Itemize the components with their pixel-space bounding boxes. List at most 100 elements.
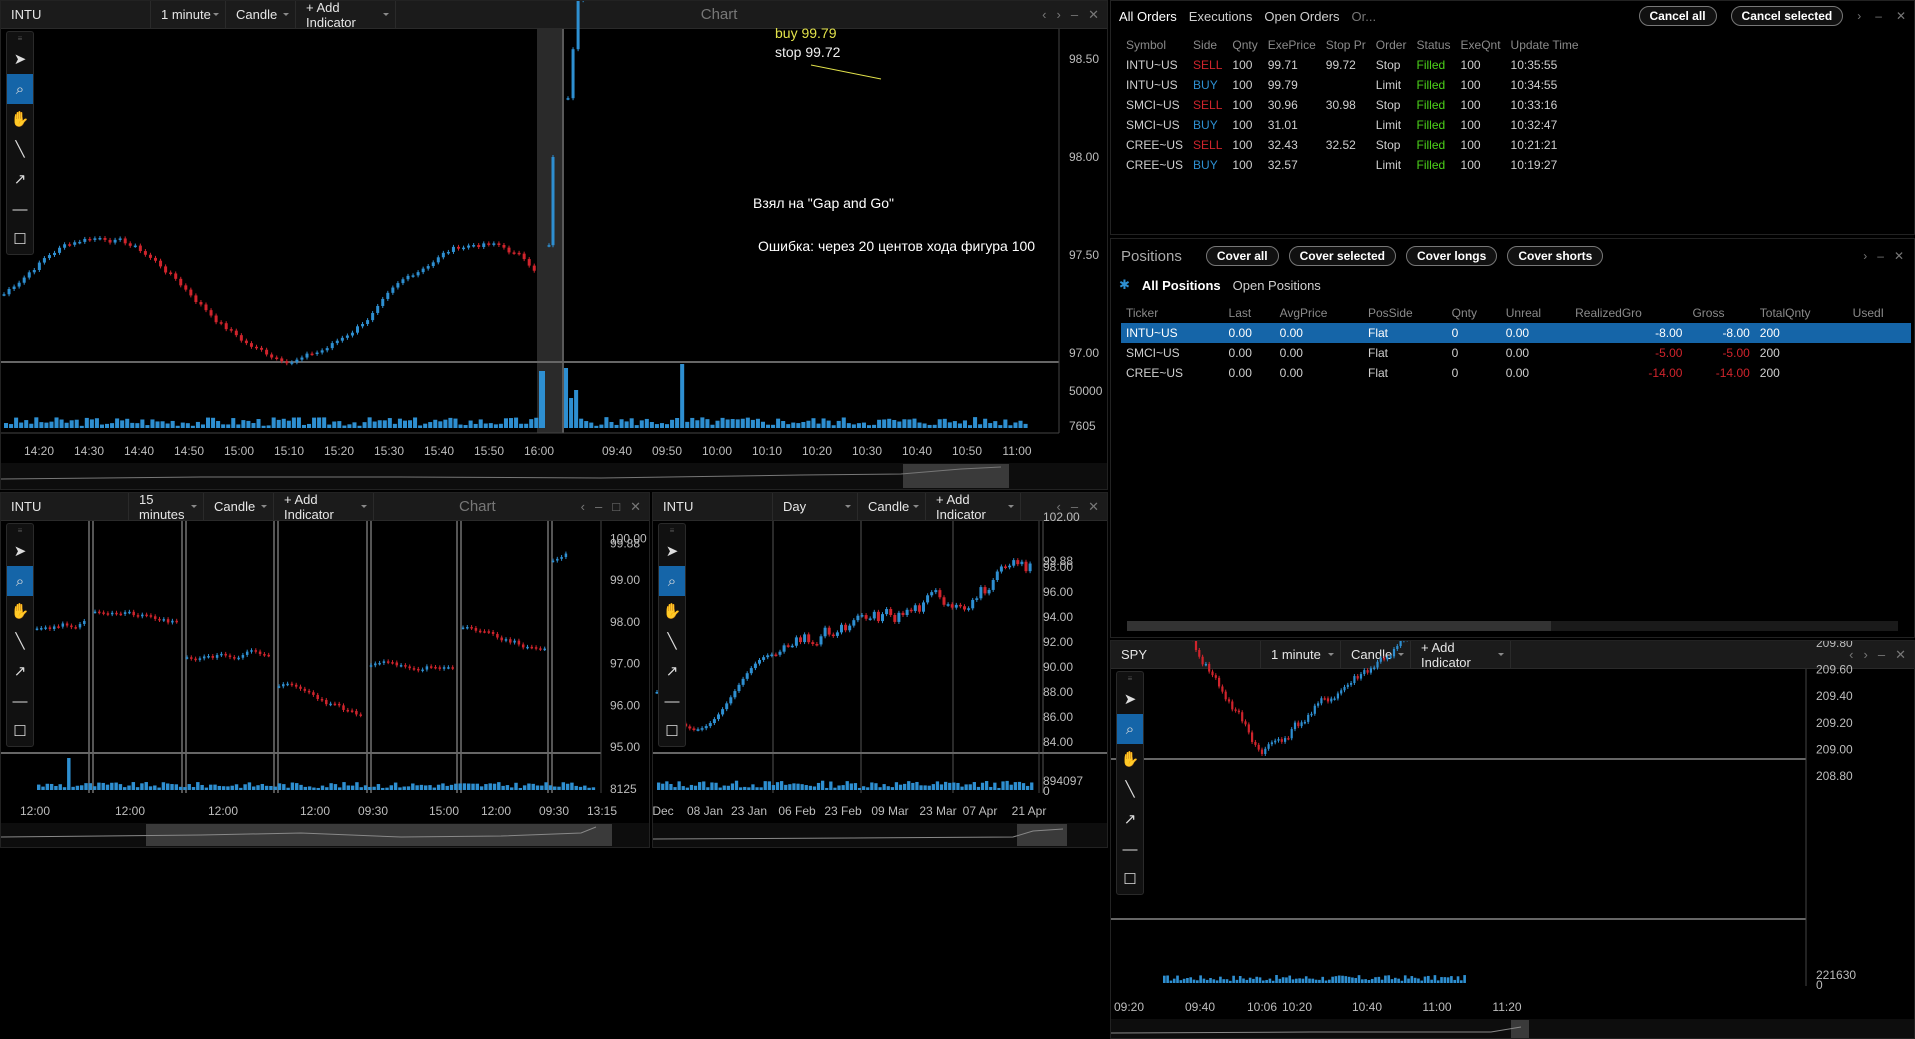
table-row[interactable]: CREE~US 0.00 0.00 Flat 0 0.00 -14.00 -14.00 200 <box>1121 363 1911 383</box>
add-indicator-button[interactable]: + Add Indicator <box>274 493 374 522</box>
arrow-tool-icon[interactable]: ↗ <box>1123 811 1137 828</box>
table-row[interactable]: INTU~US SELL 100 99.71 99.72 Stop Filled 100 10:… <box>1121 55 1584 75</box>
minimize-icon[interactable]: – <box>1070 498 1079 514</box>
close-icon[interactable]: ✕ <box>1895 646 1906 662</box>
chevron-right-icon[interactable]: › <box>1857 9 1862 23</box>
orders-col-header[interactable]: Update Time <box>1510 38 1579 52</box>
arrow-tool-icon[interactable]: ↗ <box>665 663 679 680</box>
spy-candle-chart[interactable]: 210.20210.00209.80209.60209.40209.20209.… <box>1111 641 1915 1039</box>
symbol-selector[interactable]: INTU <box>653 493 773 521</box>
chevron-left-icon[interactable]: ‹ <box>580 498 585 514</box>
symbol-selector[interactable]: SPY <box>1111 641 1261 669</box>
line-tool-icon[interactable]: ╲ <box>1125 781 1135 798</box>
chart-type-selector[interactable]: Candle <box>1341 641 1411 669</box>
tab-executions[interactable]: Executions <box>1188 8 1253 24</box>
chart-type-selector[interactable]: Candle <box>226 1 296 29</box>
pointer-icon[interactable]: ➤ <box>1123 691 1137 708</box>
maximize-icon[interactable]: □ <box>612 498 621 514</box>
positions-col-header[interactable]: Unreal <box>1505 306 1542 320</box>
symbol-selector[interactable]: INTU <box>1 1 151 29</box>
cover-longs-button[interactable]: Cover longs <box>1405 246 1498 266</box>
positions-col-header[interactable]: AvgPrice <box>1279 306 1328 320</box>
close-icon[interactable]: ✕ <box>1088 498 1099 514</box>
orders-col-header[interactable]: ExeQnt <box>1460 38 1501 52</box>
table-row[interactable]: CREE~US BUY 100 32.57 Limit Filled 100 10:19:27 <box>1121 155 1584 175</box>
table-row[interactable]: SMCI~US 0.00 0.00 Flat 0 0.00 -5.00 -5.00 200 <box>1121 343 1911 363</box>
close-icon[interactable]: ✕ <box>1893 249 1904 263</box>
hand-icon[interactable]: ✋ <box>10 603 30 620</box>
add-indicator-button[interactable]: + Add Indicator <box>296 1 396 30</box>
arrow-tool-icon[interactable]: ↗ <box>13 663 27 680</box>
hline-tool-icon[interactable]: — <box>12 692 28 710</box>
hline-tool-icon[interactable]: — <box>12 200 28 218</box>
orders-col-header[interactable]: Qnty <box>1232 38 1258 52</box>
interval-selector[interactable]: 1 minute <box>1261 641 1341 669</box>
rect-tool-icon[interactable]: ☐ <box>13 723 27 740</box>
minimize-icon[interactable]: – <box>1070 6 1079 22</box>
table-row[interactable]: INTU~US BUY 100 99.79 Limit Filled 100 10:34:55 <box>1121 75 1584 95</box>
line-tool-icon[interactable]: ╲ <box>15 141 25 158</box>
horizontal-scrollbar[interactable] <box>1127 621 1898 631</box>
tab-all-positions[interactable]: All Positions <box>1141 277 1221 293</box>
minimize-icon[interactable]: – <box>1877 646 1886 662</box>
chevron-right-icon[interactable]: › <box>1056 6 1061 22</box>
grip-icon[interactable]: ≡ <box>17 525 23 535</box>
rect-tool-icon[interactable]: ☐ <box>13 231 27 248</box>
cancel-selected-button[interactable]: Cancel selected <box>1730 6 1844 26</box>
table-row[interactable]: SMCI~US BUY 100 31.01 Limit Filled 100 10:32:47 <box>1121 115 1584 135</box>
close-icon[interactable]: ✕ <box>1895 9 1906 23</box>
cover-shorts-button[interactable]: Cover shorts <box>1507 246 1604 266</box>
rect-tool-icon[interactable]: ☐ <box>665 723 679 740</box>
hand-icon[interactable]: ✋ <box>662 603 682 620</box>
chart-type-selector[interactable]: Candle <box>204 493 274 521</box>
zoom-icon[interactable]: ⌕ <box>659 566 685 596</box>
pointer-icon[interactable]: ➤ <box>13 543 27 560</box>
chevron-left-icon[interactable]: ‹ <box>1042 6 1047 22</box>
zoom-icon[interactable]: ⌕ <box>7 74 33 104</box>
pointer-icon[interactable]: ➤ <box>13 51 27 68</box>
bm-candle-chart[interactable]: 102.00 98.00 96.00 94.00 92.00 90.00 88.00 86.0… <box>653 493 1108 848</box>
close-icon[interactable]: ✕ <box>1088 6 1099 22</box>
chevron-right-icon[interactable]: › <box>1863 646 1868 662</box>
line-tool-icon[interactable]: ╲ <box>667 633 677 650</box>
orders-col-header[interactable]: Status <box>1416 38 1451 52</box>
interval-selector[interactable]: Day <box>773 493 858 521</box>
positions-col-header[interactable]: Last <box>1228 306 1252 320</box>
positions-col-header[interactable]: UsedI <box>1852 306 1885 320</box>
arrow-tool-icon[interactable]: ↗ <box>13 171 27 188</box>
add-indicator-button[interactable]: + Add Indicator <box>926 493 1021 522</box>
rect-tool-icon[interactable]: ☐ <box>1123 871 1137 888</box>
chevron-left-icon[interactable]: ‹ <box>1849 646 1854 662</box>
add-indicator-button[interactable]: + Add Indicator <box>1411 641 1511 670</box>
table-row[interactable]: SMCI~US SELL 100 30.96 30.98 Stop Filled 100 10:… <box>1121 95 1584 115</box>
minimize-icon[interactable]: – <box>1875 9 1882 23</box>
interval-selector[interactable]: 1 minute <box>151 1 226 29</box>
grip-icon[interactable]: ≡ <box>17 33 23 43</box>
positions-col-header[interactable]: Qnty <box>1451 306 1478 320</box>
table-row[interactable]: INTU~US 0.00 0.00 Flat 0 0.00 -8.00 -8.00 200 <box>1121 323 1911 343</box>
minimize-icon[interactable]: – <box>1877 249 1884 263</box>
grip-icon[interactable]: ≡ <box>669 525 675 535</box>
hline-tool-icon[interactable]: — <box>1122 840 1138 858</box>
orders-col-header[interactable]: Side <box>1193 38 1218 52</box>
positions-col-header[interactable]: Gross <box>1692 306 1725 320</box>
orders-col-header[interactable]: ExePrice <box>1267 38 1316 52</box>
positions-col-header[interactable]: Ticker <box>1126 306 1159 320</box>
positions-col-header[interactable]: RealizedGro <box>1575 306 1642 320</box>
symbol-selector[interactable]: INTU <box>1 493 129 521</box>
orders-col-header[interactable]: Order <box>1375 38 1407 52</box>
grip-icon[interactable]: ≡ <box>1127 673 1133 683</box>
hand-icon[interactable]: ✋ <box>10 111 30 128</box>
zoom-icon[interactable]: ⌕ <box>1117 714 1143 744</box>
orders-col-header[interactable]: Symbol <box>1126 38 1167 52</box>
minimize-icon[interactable]: – <box>595 498 603 514</box>
chevron-left-icon[interactable]: ‹ <box>1056 498 1061 514</box>
bl-candle-chart[interactable]: 100.00 99.00 98.00 97.00 96.00 95.00 99.88 8125… <box>1 493 650 848</box>
close-icon[interactable]: ✕ <box>630 498 641 514</box>
gear-icon[interactable]: ✱ <box>1119 277 1130 292</box>
cover-all-button[interactable]: Cover all <box>1205 246 1279 266</box>
tab-open-orders[interactable]: Open Orders <box>1264 8 1340 24</box>
hline-tool-icon[interactable]: — <box>664 692 680 710</box>
zoom-icon[interactable]: ⌕ <box>7 566 33 596</box>
orders-col-header[interactable]: Stop Pr <box>1325 38 1366 52</box>
